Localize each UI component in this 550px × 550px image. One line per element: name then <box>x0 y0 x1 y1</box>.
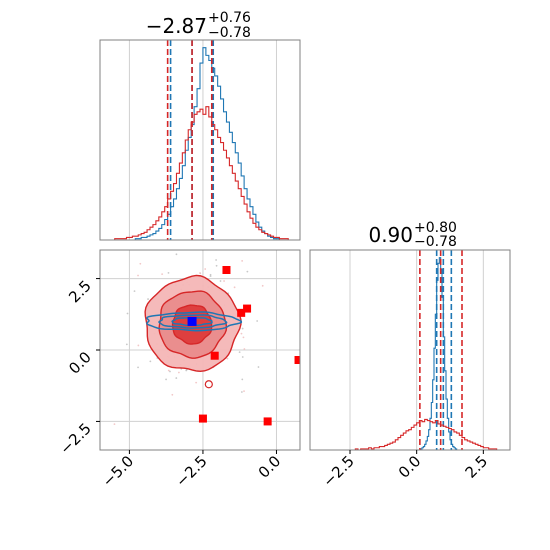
scatter-point <box>243 348 246 350</box>
scatter-point <box>303 312 305 314</box>
scatter-point <box>199 272 201 274</box>
red-square-marker <box>210 351 219 360</box>
scatter-point <box>209 275 212 278</box>
red-contour-island <box>204 380 213 389</box>
red-square-marker <box>198 414 207 423</box>
scatter-point <box>257 366 260 368</box>
scatter-point <box>204 268 207 270</box>
red-square-marker <box>222 266 231 274</box>
scatter-point <box>240 332 243 335</box>
x-tick-label: −2.5 <box>172 452 210 490</box>
scatter-point <box>185 369 188 372</box>
scatter-point <box>226 357 229 360</box>
red-square-marker <box>237 308 246 317</box>
scatter-point <box>223 280 225 282</box>
scatter-point <box>238 351 241 354</box>
scatter-point <box>139 262 142 265</box>
x-tick-label: −2.5 <box>319 452 357 490</box>
panel-2d-contour: −5.0 −2.5 0.02.50.0−2.5 <box>56 229 305 491</box>
scatter-point <box>175 253 178 256</box>
scatter-point <box>137 274 139 277</box>
scatter-point <box>113 423 116 426</box>
truth-marker <box>187 316 197 326</box>
scatter-point <box>243 390 245 393</box>
histogram-series-0 <box>100 47 300 241</box>
param1-title-lower: −0.78 <box>208 25 251 41</box>
scatter-point <box>209 273 212 276</box>
scatter-point <box>171 393 174 396</box>
histogram-series-1 <box>100 106 300 241</box>
scatter-point <box>137 344 140 347</box>
panel-frame <box>309 249 511 451</box>
red-square-marker <box>294 356 300 364</box>
scatter-point <box>147 298 149 300</box>
y-tick-label: 0.0 <box>65 348 95 378</box>
blue-contour-0 <box>146 311 243 332</box>
scatter-point <box>175 377 178 379</box>
scatter-point <box>242 336 245 339</box>
panel-frame <box>99 39 301 241</box>
scatter-point <box>219 280 222 282</box>
scatter-point <box>161 273 164 276</box>
scatter-point <box>169 370 171 373</box>
x-tick-label: −5.0 <box>99 452 137 490</box>
scatter-point <box>137 366 139 369</box>
x-tick-label: 0.0 <box>395 452 425 482</box>
blue-contour-1 <box>158 314 228 329</box>
scatter-point <box>256 320 259 322</box>
scatter-point <box>125 343 128 346</box>
scatter-point <box>167 369 170 372</box>
red-square-marker <box>243 304 252 313</box>
panel-histogram-param1: −2.87 +0.76 −0.78 <box>99 10 301 241</box>
histogram-series-1 <box>350 418 510 451</box>
y-tick-label: −2.5 <box>56 420 94 458</box>
param2-title-value: 0.90 <box>368 223 413 247</box>
scatter-point <box>240 391 243 393</box>
scatter-point <box>241 378 244 381</box>
scatter-point <box>233 286 236 289</box>
scatter-point <box>215 259 217 261</box>
panel-histogram-param2: −2.5 0.0 2.5 0.90 +0.80 −0.78 <box>309 220 511 491</box>
x-tick-label: 0.0 <box>255 452 285 482</box>
red-square-marker <box>263 417 272 426</box>
scatter-point <box>215 264 218 267</box>
scatter-point <box>195 381 198 384</box>
scatter-point <box>149 360 152 363</box>
scatter-point <box>165 378 167 381</box>
param1-title-value: −2.87 <box>146 14 207 38</box>
scatter-point <box>133 290 136 293</box>
param2-title-lower: −0.78 <box>414 234 457 250</box>
param2-title-upper: +0.80 <box>414 220 457 236</box>
y-tick-label: 2.5 <box>65 277 95 307</box>
scatter-point <box>261 284 264 287</box>
blue-contour-2 <box>171 316 213 327</box>
scatter-point <box>126 312 129 315</box>
scatter-point <box>177 371 180 374</box>
param1-title-upper: +0.76 <box>208 10 251 26</box>
scatter-point <box>246 270 249 273</box>
x-tick-label: 2.5 <box>462 452 492 482</box>
scatter-point <box>241 356 244 358</box>
scatter-point <box>241 327 244 330</box>
scatter-point <box>241 260 244 262</box>
scatter-point <box>176 229 178 231</box>
scatter-point <box>167 271 170 274</box>
